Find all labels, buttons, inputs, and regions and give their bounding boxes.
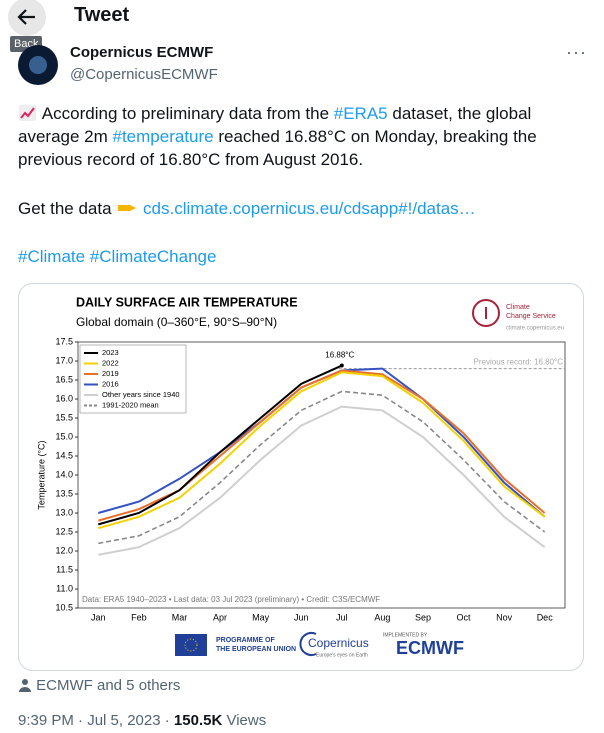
person-icon — [19, 679, 31, 692]
legend-label: 2019 — [102, 369, 119, 378]
logo-url: climate.copernicus.eu — [506, 326, 564, 332]
text: dataset, the global average 2m — [18, 104, 532, 146]
legend-label: Other years since 1940 — [102, 390, 180, 399]
y-tick-label: 16.5 — [55, 374, 73, 384]
legend-label: 2022 — [102, 358, 119, 367]
likes[interactable]: ECMWF and 5 others — [18, 677, 180, 694]
y-tick-label: 16.0 — [55, 393, 73, 403]
text: According to preliminary data from the — [41, 104, 334, 123]
y-tick-label: 15.0 — [55, 431, 73, 441]
hashtag[interactable]: #Climate — [18, 247, 86, 266]
series-line — [98, 405, 546, 556]
y-tick-label: 10.5 — [55, 602, 73, 612]
peak-marker — [339, 363, 344, 368]
timestamp[interactable]: 9:39 PM · Jul 5, 2023 · — [18, 712, 170, 729]
legend-label: 2016 — [102, 379, 119, 388]
eu-flag — [175, 634, 207, 656]
timestamp-line: 9:39 PM · Jul 5, 2023 · 150.5K Views — [18, 712, 266, 729]
legend-label: 2023 — [102, 348, 119, 357]
x-tick-label: Nov — [496, 612, 513, 622]
pointing-emoji — [118, 205, 137, 211]
copernicus-logo: Copernicus — [308, 636, 369, 650]
y-tick-label: 14.5 — [55, 450, 73, 460]
likes-text: ECMWF and 5 others — [36, 677, 181, 694]
y-tick-label: 13.0 — [55, 507, 73, 517]
more-menu[interactable]: ··· — [566, 42, 587, 62]
chart[interactable]: DAILY SURFACE AIR TEMPERATURE Global dom… — [18, 283, 584, 672]
record-label: Previous record: 16.80°C — [474, 358, 564, 367]
views-label: Views — [226, 712, 267, 729]
x-tick-label: Mar — [172, 612, 188, 622]
legend-label: 1991-2020 mean — [102, 400, 159, 409]
x-tick-label: Apr — [213, 612, 227, 622]
peak-label: 16.88°C — [325, 351, 354, 360]
x-tick-label: Jun — [294, 612, 309, 622]
y-tick-label: 17.0 — [55, 355, 73, 365]
y-tick-label: 14.0 — [55, 469, 73, 479]
y-tick-label: 12.0 — [55, 545, 73, 555]
text: Get the data — [18, 199, 112, 218]
y-tick-label: 11.0 — [56, 583, 73, 593]
y-tick-label: 12.5 — [55, 526, 73, 536]
chart-emoji — [19, 105, 36, 121]
x-tick-label: Jul — [336, 612, 348, 622]
x-tick-label: Aug — [374, 612, 390, 622]
get-data-line: Get the data cds.climate.copernicus.eu/c… — [18, 199, 476, 219]
y-tick-label: 17.5 — [55, 336, 73, 346]
x-tick-label: Dec — [537, 612, 554, 622]
page-title: Tweet — [74, 4, 130, 26]
chart-title: DAILY SURFACE AIR TEMPERATURE — [76, 295, 298, 309]
y-tick-label: 15.5 — [55, 412, 73, 422]
x-tick-label: Oct — [457, 612, 472, 622]
implemented-by: IMPLEMENTED BY — [383, 632, 428, 638]
text: reached 16.88°C on Monday, breaking the … — [18, 127, 537, 169]
series-line — [98, 371, 546, 530]
author-handle[interactable]: @CopernicusECMWF — [70, 66, 218, 83]
hashtag[interactable]: #temperature — [112, 127, 214, 146]
copernicus-tag: Europe's eyes on Earth — [316, 652, 368, 658]
y-axis-label: Temperature (°C) — [36, 440, 46, 509]
y-tick-label: 11.5 — [56, 564, 73, 574]
hashtag[interactable]: #ClimateChange — [89, 247, 217, 266]
x-tick-label: Feb — [131, 612, 147, 622]
logo-text: Change Service — [506, 313, 556, 320]
view-count: 150.5K — [173, 712, 223, 729]
eu-text: THE EUROPEAN UNION — [216, 646, 296, 653]
back-icon — [17, 9, 35, 25]
back-button[interactable] — [8, 0, 46, 36]
x-tick-label: Sep — [415, 612, 431, 622]
avatar[interactable] — [17, 44, 59, 86]
chart-subtitle: Global domain (0–360°E, 90°S–90°N) — [76, 315, 277, 329]
series-line — [98, 364, 343, 526]
hashtag[interactable]: #ERA5 — [333, 104, 388, 123]
author-name[interactable]: Copernicus ECMWF — [70, 44, 214, 61]
y-tick-label: 13.5 — [55, 488, 73, 498]
legend-box — [79, 344, 187, 414]
x-tick-label: May — [252, 612, 270, 622]
eu-text: PROGRAMME OF — [216, 637, 275, 644]
tweet-text: According to preliminary data from the #… — [18, 102, 573, 171]
x-tick-label: Jan — [91, 612, 106, 622]
funder-logos: PROGRAMME OF THE EUROPEAN UNION Copernic… — [175, 632, 464, 658]
logo-text: Climate — [506, 304, 530, 311]
ecmwf-logo: ECMWF — [396, 638, 464, 658]
c3s-logo: Climate Change Service climate.copernicu… — [472, 299, 564, 332]
link[interactable]: cds.climate.copernicus.eu/cdsapp#!/datas… — [143, 199, 476, 218]
hashtags: #Climate #ClimateChange — [18, 247, 216, 267]
chart-note: Data: ERA5 1940–2023 • Last data: 03 Jul… — [82, 595, 380, 604]
